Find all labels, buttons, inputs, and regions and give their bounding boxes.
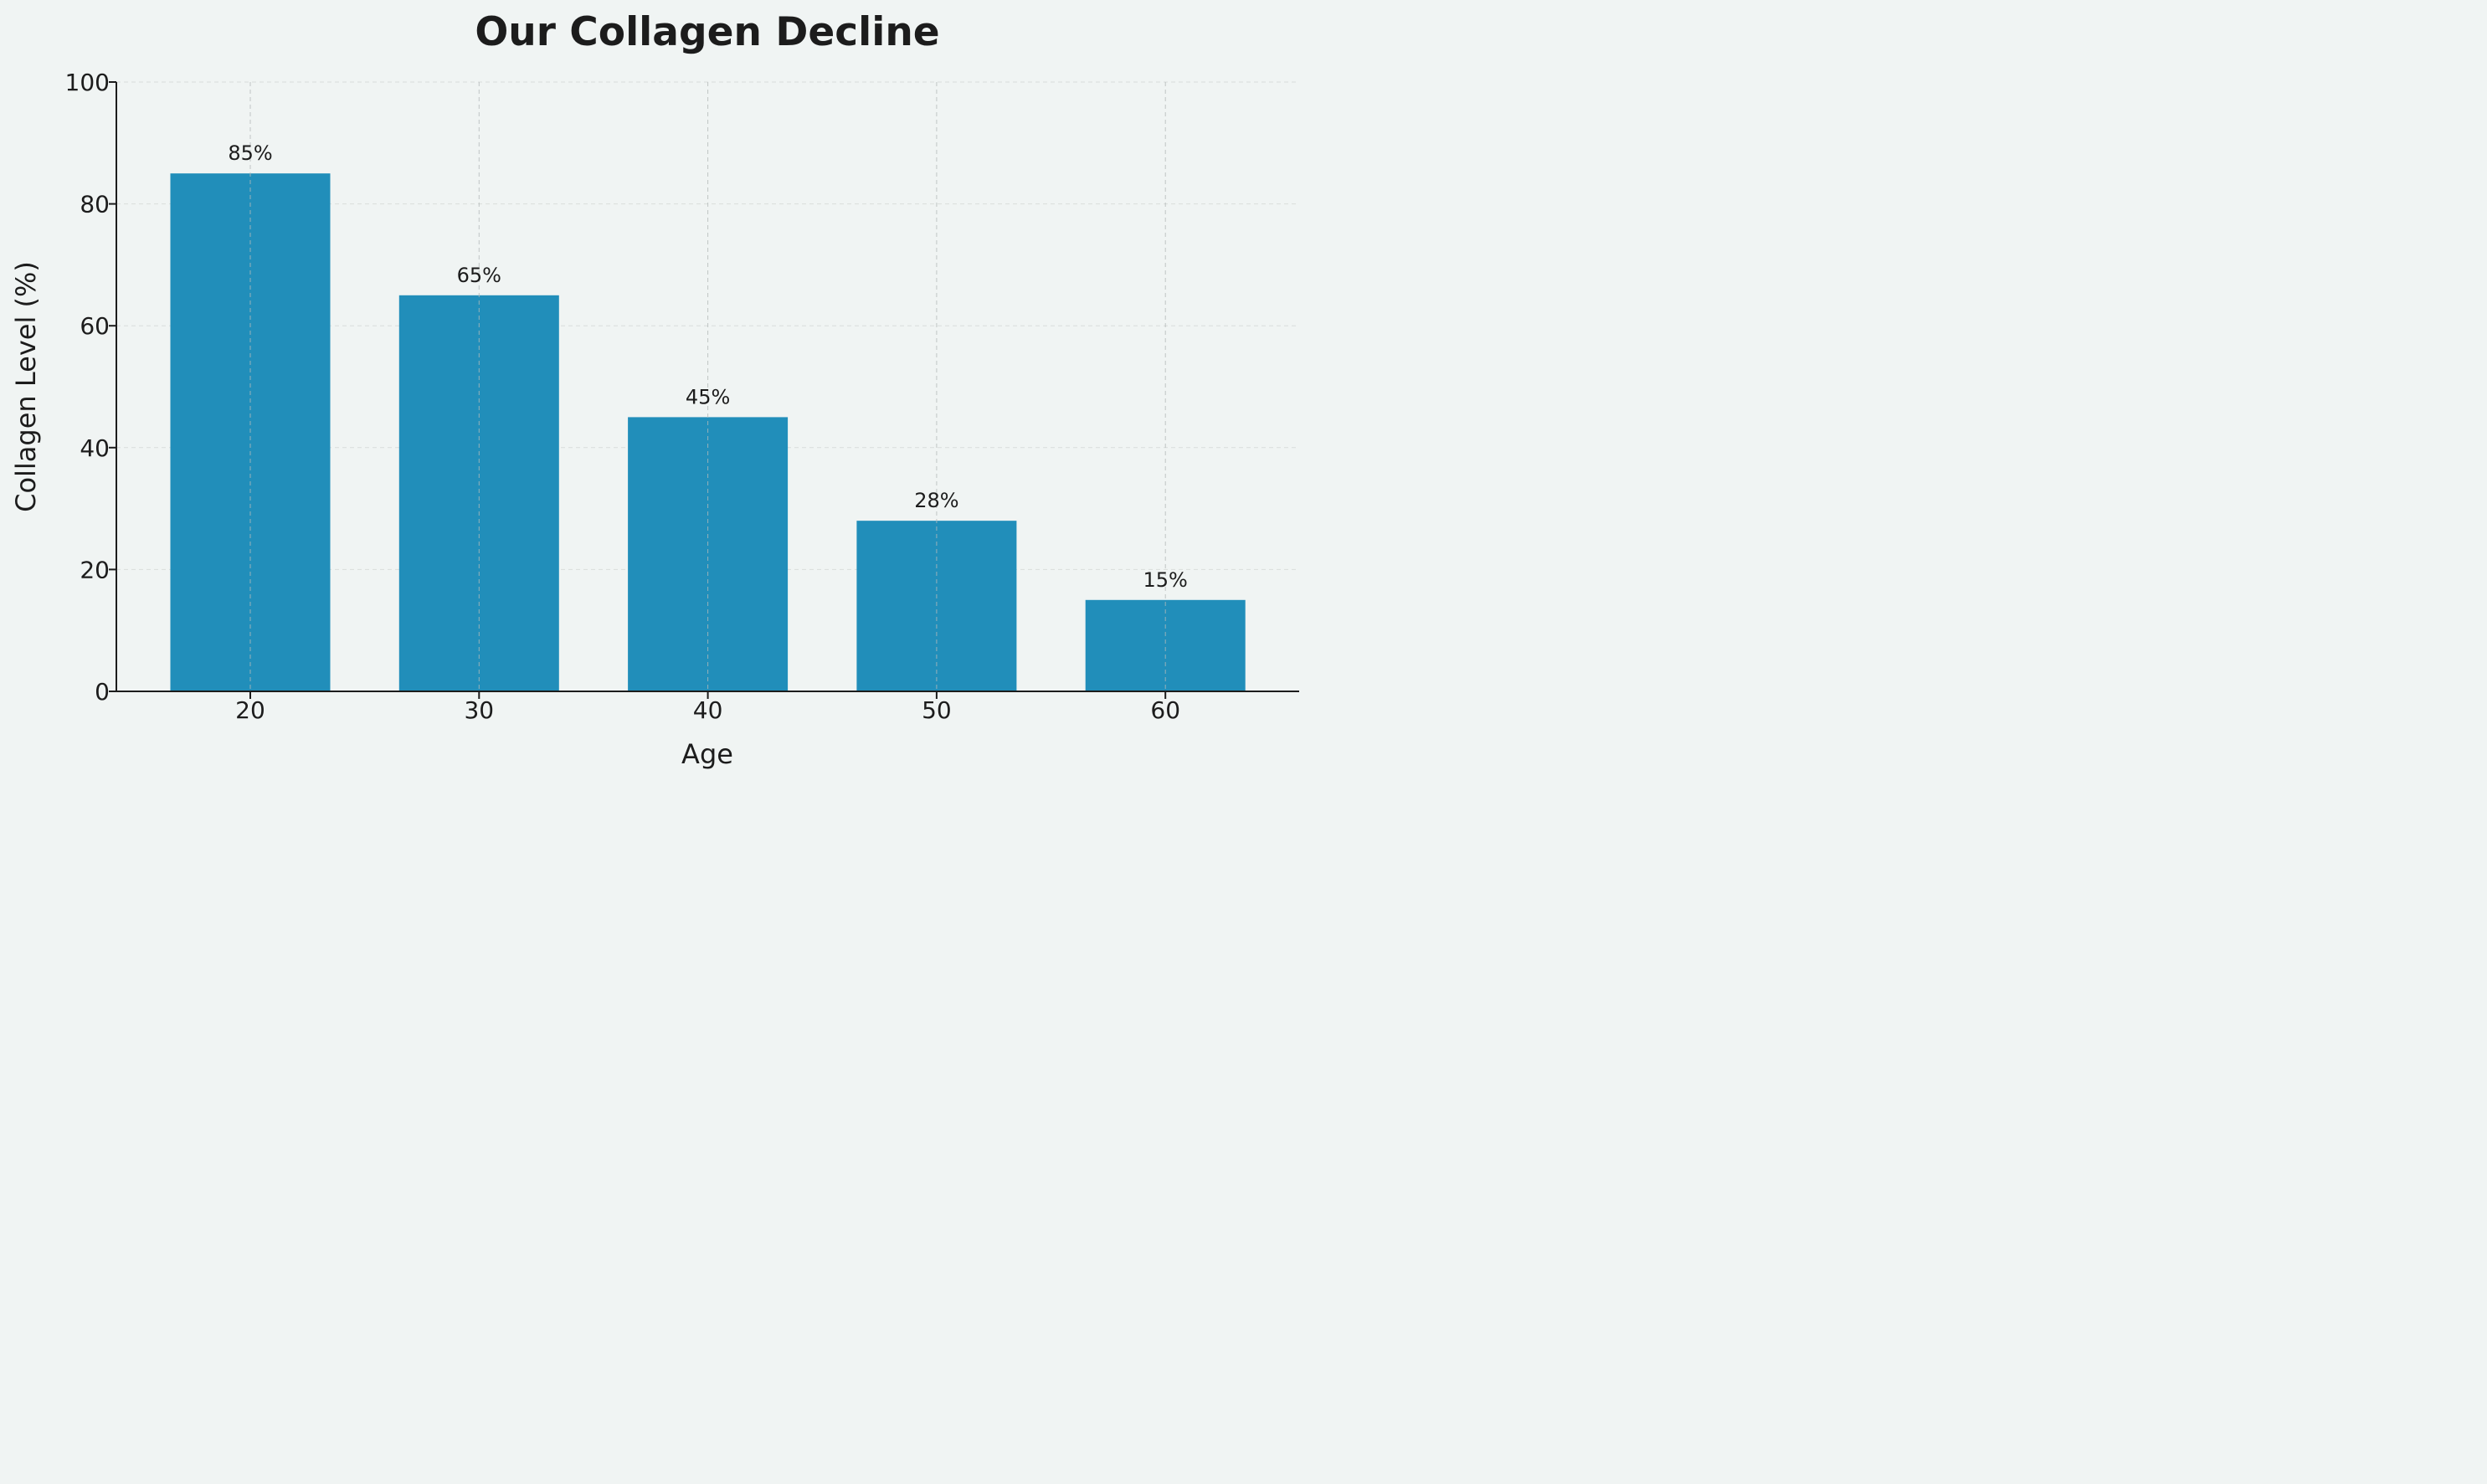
x-tick-label: 60: [1150, 696, 1180, 724]
bar-chart: 0 20 40 60 80 100 20 30 40 50 60 85% 65% 45% 28% 15% Ou…: [10, 9, 1299, 770]
chart-title: Our Collagen Decline: [475, 9, 939, 55]
y-tick-label: 40: [80, 434, 110, 462]
x-tick-label: 30: [464, 696, 494, 724]
data-label: 28%: [914, 489, 958, 512]
y-axis-label: Collagen Level (%): [10, 261, 42, 512]
x-tick-label: 50: [922, 696, 952, 724]
data-label: 85%: [228, 141, 272, 165]
data-label: 65%: [457, 264, 501, 287]
chart-container: 0 20 40 60 80 100 20 30 40 50 60 85% 65% 45% 28% 15% Ou…: [0, 0, 1313, 783]
data-label: 45%: [686, 385, 730, 408]
x-tick-label: 40: [693, 696, 723, 724]
y-tick-label: 100: [65, 69, 110, 96]
axes: [109, 81, 1299, 699]
data-label: 15%: [1143, 568, 1188, 592]
y-tick-label: 20: [80, 556, 110, 583]
bar: [1085, 599, 1246, 691]
labels: 0 20 40 60 80 100 20 30 40 50 60 85% 65% 45% 28% 15%: [65, 69, 1188, 724]
y-tick-label: 80: [80, 191, 110, 218]
y-tick-label: 60: [80, 312, 110, 340]
vertical-grid-lines: [249, 82, 1166, 691]
y-tick-label: 0: [95, 678, 110, 706]
x-tick-label: 20: [235, 696, 265, 724]
x-axis-label: Age: [681, 738, 733, 770]
